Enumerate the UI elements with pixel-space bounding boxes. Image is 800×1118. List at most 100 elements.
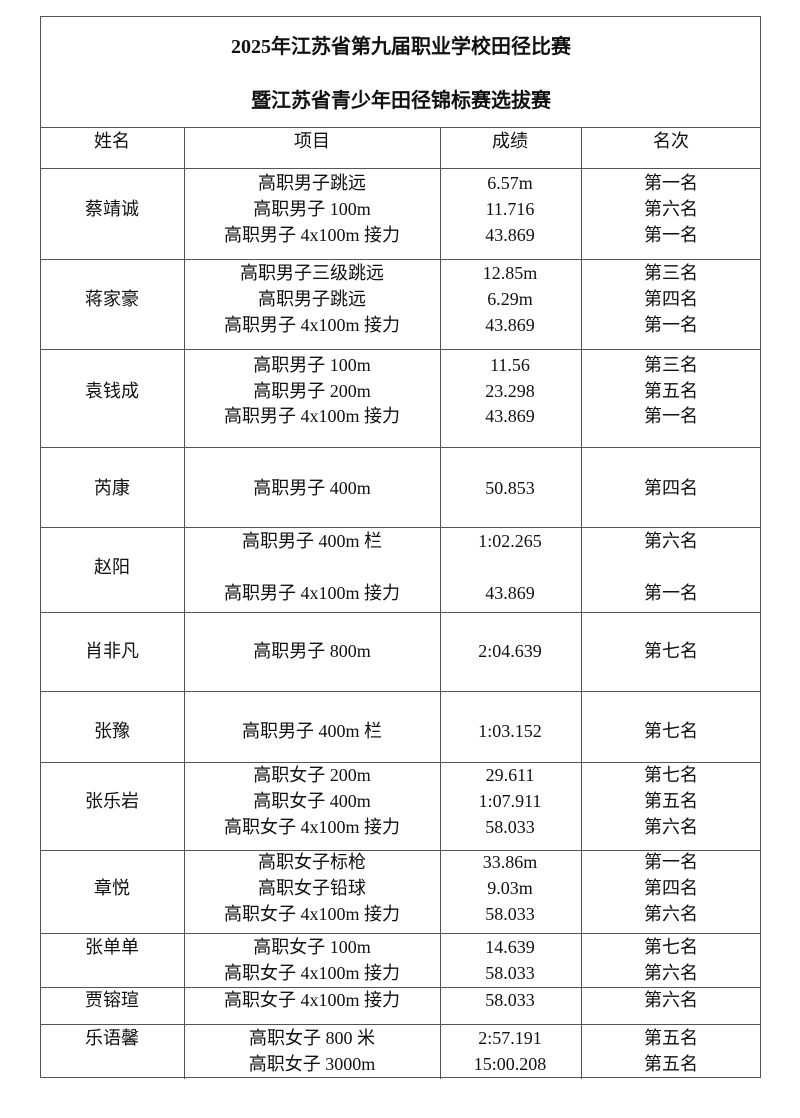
header-result: 成绩 bbox=[492, 131, 528, 151]
rank-cell: 第五名 bbox=[644, 791, 698, 811]
event-cell: 高职男子 4x100m 接力 bbox=[223, 315, 401, 335]
event-cell: 高职男子三级跳远 bbox=[240, 263, 384, 283]
row-divider bbox=[41, 168, 760, 169]
rank-cell: 第七名 bbox=[644, 721, 698, 741]
athlete-name: 张豫 bbox=[94, 721, 130, 741]
event-cell: 高职男子 4x100m 接力 bbox=[223, 406, 401, 426]
athlete-name: 张单单 bbox=[85, 937, 139, 957]
athlete-name: 袁钱成 bbox=[85, 381, 139, 401]
row-divider bbox=[41, 127, 760, 128]
rank-cell: 第六名 bbox=[644, 963, 698, 983]
result-cell: 58.033 bbox=[485, 904, 535, 924]
result-cell: 33.86m bbox=[482, 852, 538, 872]
result-cell: 58.033 bbox=[485, 817, 535, 837]
athlete-name: 章悦 bbox=[94, 878, 130, 898]
event-cell: 高职女子 4x100m 接力 bbox=[223, 817, 401, 837]
rank-cell: 第一名 bbox=[644, 315, 698, 335]
title-line-2: 暨江苏省青少年田径锦标赛选拔赛 bbox=[251, 90, 551, 112]
row-divider bbox=[41, 933, 760, 934]
event-cell: 高职女子 400m bbox=[253, 791, 371, 811]
event-cell: 高职女子标枪 bbox=[258, 852, 366, 872]
title-line-1: 2025年江苏省第九届职业学校田径比赛 bbox=[231, 36, 571, 58]
row-divider bbox=[41, 1024, 760, 1025]
result-cell: 6.57m bbox=[487, 173, 533, 193]
event-cell: 高职女子 200m bbox=[253, 765, 371, 785]
results-table: 2025年江苏省第九届职业学校田径比赛 暨江苏省青少年田径锦标赛选拔赛 姓名 项目 成绩… bbox=[40, 16, 761, 1079]
event-cell: 高职男子 100m bbox=[253, 199, 371, 219]
event-cell: 高职男子 4x100m 接力 bbox=[223, 583, 401, 603]
event-cell: 高职女子 800 米 bbox=[249, 1028, 375, 1048]
column-divider bbox=[184, 127, 185, 1079]
event-cell: 高职女子铅球 bbox=[258, 878, 366, 898]
row-divider bbox=[41, 259, 760, 260]
event-cell: 高职男子跳远 bbox=[258, 289, 366, 309]
athlete-name: 蒋家豪 bbox=[85, 289, 139, 309]
result-cell: 2:04.639 bbox=[478, 641, 542, 661]
result-cell: 1:07.911 bbox=[478, 791, 542, 811]
athlete-name: 芮康 bbox=[94, 478, 130, 498]
rank-cell: 第六名 bbox=[644, 199, 698, 219]
rank-cell: 第一名 bbox=[644, 852, 698, 872]
rank-cell: 第七名 bbox=[644, 765, 698, 785]
event-cell: 高职男子 400m 栏 bbox=[241, 531, 383, 551]
athlete-name: 张乐岩 bbox=[85, 791, 139, 811]
rank-cell: 第六名 bbox=[644, 817, 698, 837]
row-divider bbox=[41, 762, 760, 763]
event-cell: 高职女子 4x100m 接力 bbox=[223, 904, 401, 924]
athlete-name: 蔡靖诚 bbox=[85, 199, 139, 219]
result-cell: 2:57.191 bbox=[478, 1028, 542, 1048]
event-cell: 高职男子 200m bbox=[253, 381, 371, 401]
result-cell: 11.56 bbox=[490, 355, 530, 375]
event-cell: 高职女子 4x100m 接力 bbox=[223, 990, 401, 1010]
event-cell: 高职男子 400m 栏 bbox=[241, 721, 383, 741]
result-cell: 58.033 bbox=[485, 990, 535, 1010]
rank-cell: 第五名 bbox=[644, 1028, 698, 1048]
rank-cell: 第三名 bbox=[644, 263, 698, 283]
row-divider bbox=[41, 987, 760, 988]
row-divider bbox=[41, 349, 760, 350]
result-cell: 11.716 bbox=[485, 199, 535, 219]
rank-cell: 第一名 bbox=[644, 225, 698, 245]
result-cell: 29.611 bbox=[485, 765, 535, 785]
row-divider bbox=[41, 447, 760, 448]
rank-cell: 第六名 bbox=[644, 990, 698, 1010]
header-event: 项目 bbox=[294, 131, 330, 151]
rank-cell: 第七名 bbox=[644, 641, 698, 661]
event-cell: 高职女子 4x100m 接力 bbox=[223, 963, 401, 983]
event-cell: 高职男子 400m bbox=[253, 478, 371, 498]
result-cell: 6.29m bbox=[487, 289, 533, 309]
rank-cell: 第一名 bbox=[644, 173, 698, 193]
event-cell: 高职女子 3000m bbox=[248, 1054, 376, 1074]
event-cell: 高职男子 4x100m 接力 bbox=[223, 225, 401, 245]
rank-cell: 第七名 bbox=[644, 937, 698, 957]
row-divider bbox=[41, 612, 760, 613]
result-cell: 14.639 bbox=[485, 937, 535, 957]
row-divider bbox=[41, 691, 760, 692]
result-cell: 23.298 bbox=[485, 381, 535, 401]
rank-cell: 第一名 bbox=[644, 583, 698, 603]
result-cell: 1:03.152 bbox=[478, 721, 542, 741]
result-cell: 43.869 bbox=[485, 225, 535, 245]
result-cell: 58.033 bbox=[485, 963, 535, 983]
row-divider bbox=[41, 850, 760, 851]
rank-cell: 第六名 bbox=[644, 904, 698, 924]
rank-cell: 第四名 bbox=[644, 289, 698, 309]
result-cell: 43.869 bbox=[485, 315, 535, 335]
result-cell: 50.853 bbox=[485, 478, 535, 498]
athlete-name: 肖非凡 bbox=[85, 641, 139, 661]
header-rank: 名次 bbox=[653, 131, 689, 151]
result-cell: 15:00.208 bbox=[473, 1054, 547, 1074]
result-cell: 9.03m bbox=[487, 878, 533, 898]
rank-cell: 第三名 bbox=[644, 355, 698, 375]
event-cell: 高职男子跳远 bbox=[258, 173, 366, 193]
event-cell: 高职女子 100m bbox=[253, 937, 371, 957]
result-cell: 43.869 bbox=[485, 583, 535, 603]
rank-cell: 第六名 bbox=[644, 531, 698, 551]
athlete-name: 贾镕瑄 bbox=[85, 990, 139, 1010]
result-cell: 12.85m bbox=[482, 263, 538, 283]
rank-cell: 第五名 bbox=[644, 1054, 698, 1074]
rank-cell: 第一名 bbox=[644, 406, 698, 426]
rank-cell: 第四名 bbox=[644, 478, 698, 498]
athlete-name: 乐语馨 bbox=[85, 1028, 139, 1048]
result-cell: 1:02.265 bbox=[478, 531, 542, 551]
